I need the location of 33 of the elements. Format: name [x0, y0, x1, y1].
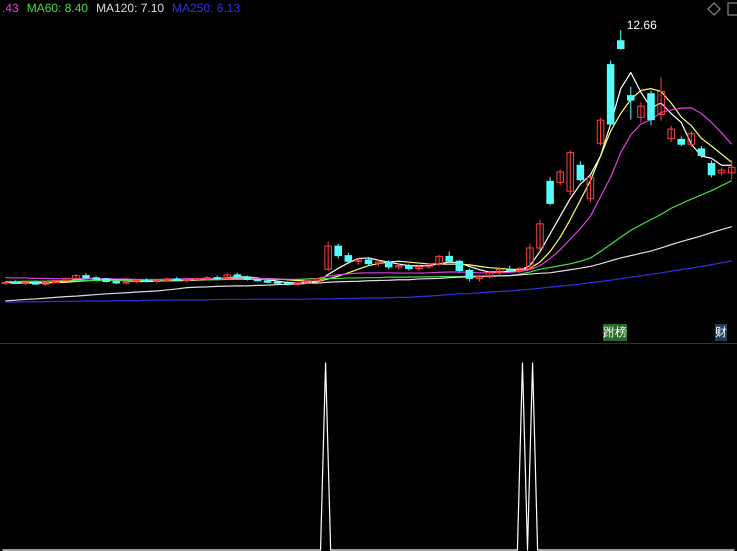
candlestick	[466, 268, 474, 282]
candlestick	[688, 130, 696, 148]
candlestick	[456, 259, 464, 274]
candlestick	[667, 125, 675, 142]
candlestick	[616, 30, 625, 50]
candlestick	[677, 136, 686, 147]
candlestick	[536, 219, 544, 251]
candlestick	[546, 176, 554, 206]
candlestick	[334, 243, 342, 259]
candlestick	[526, 243, 534, 270]
text: 跗榜	[603, 324, 627, 341]
candlestick	[627, 86, 635, 120]
candlestick	[384, 259, 392, 270]
candlestick	[637, 102, 645, 123]
text: MA60: 8.40	[26, 1, 88, 15]
candlestick	[445, 251, 453, 264]
candlestick	[657, 76, 665, 122]
text: MA120: 7.10	[96, 1, 164, 15]
candlestick	[596, 117, 604, 146]
candlestick	[708, 160, 716, 178]
text: MA250: 6.13	[172, 1, 240, 15]
candlestick	[344, 252, 352, 264]
text: 财	[715, 324, 727, 341]
candlestick	[435, 254, 443, 266]
annotation: 12.66	[626, 18, 658, 32]
candlestick	[728, 160, 736, 180]
candlestick	[576, 160, 584, 182]
candlestick	[586, 174, 594, 202]
candlestick	[698, 146, 706, 158]
candlestick	[566, 150, 574, 196]
candlestick	[556, 168, 564, 186]
candlestick	[324, 241, 332, 271]
text: .43	[2, 1, 19, 15]
